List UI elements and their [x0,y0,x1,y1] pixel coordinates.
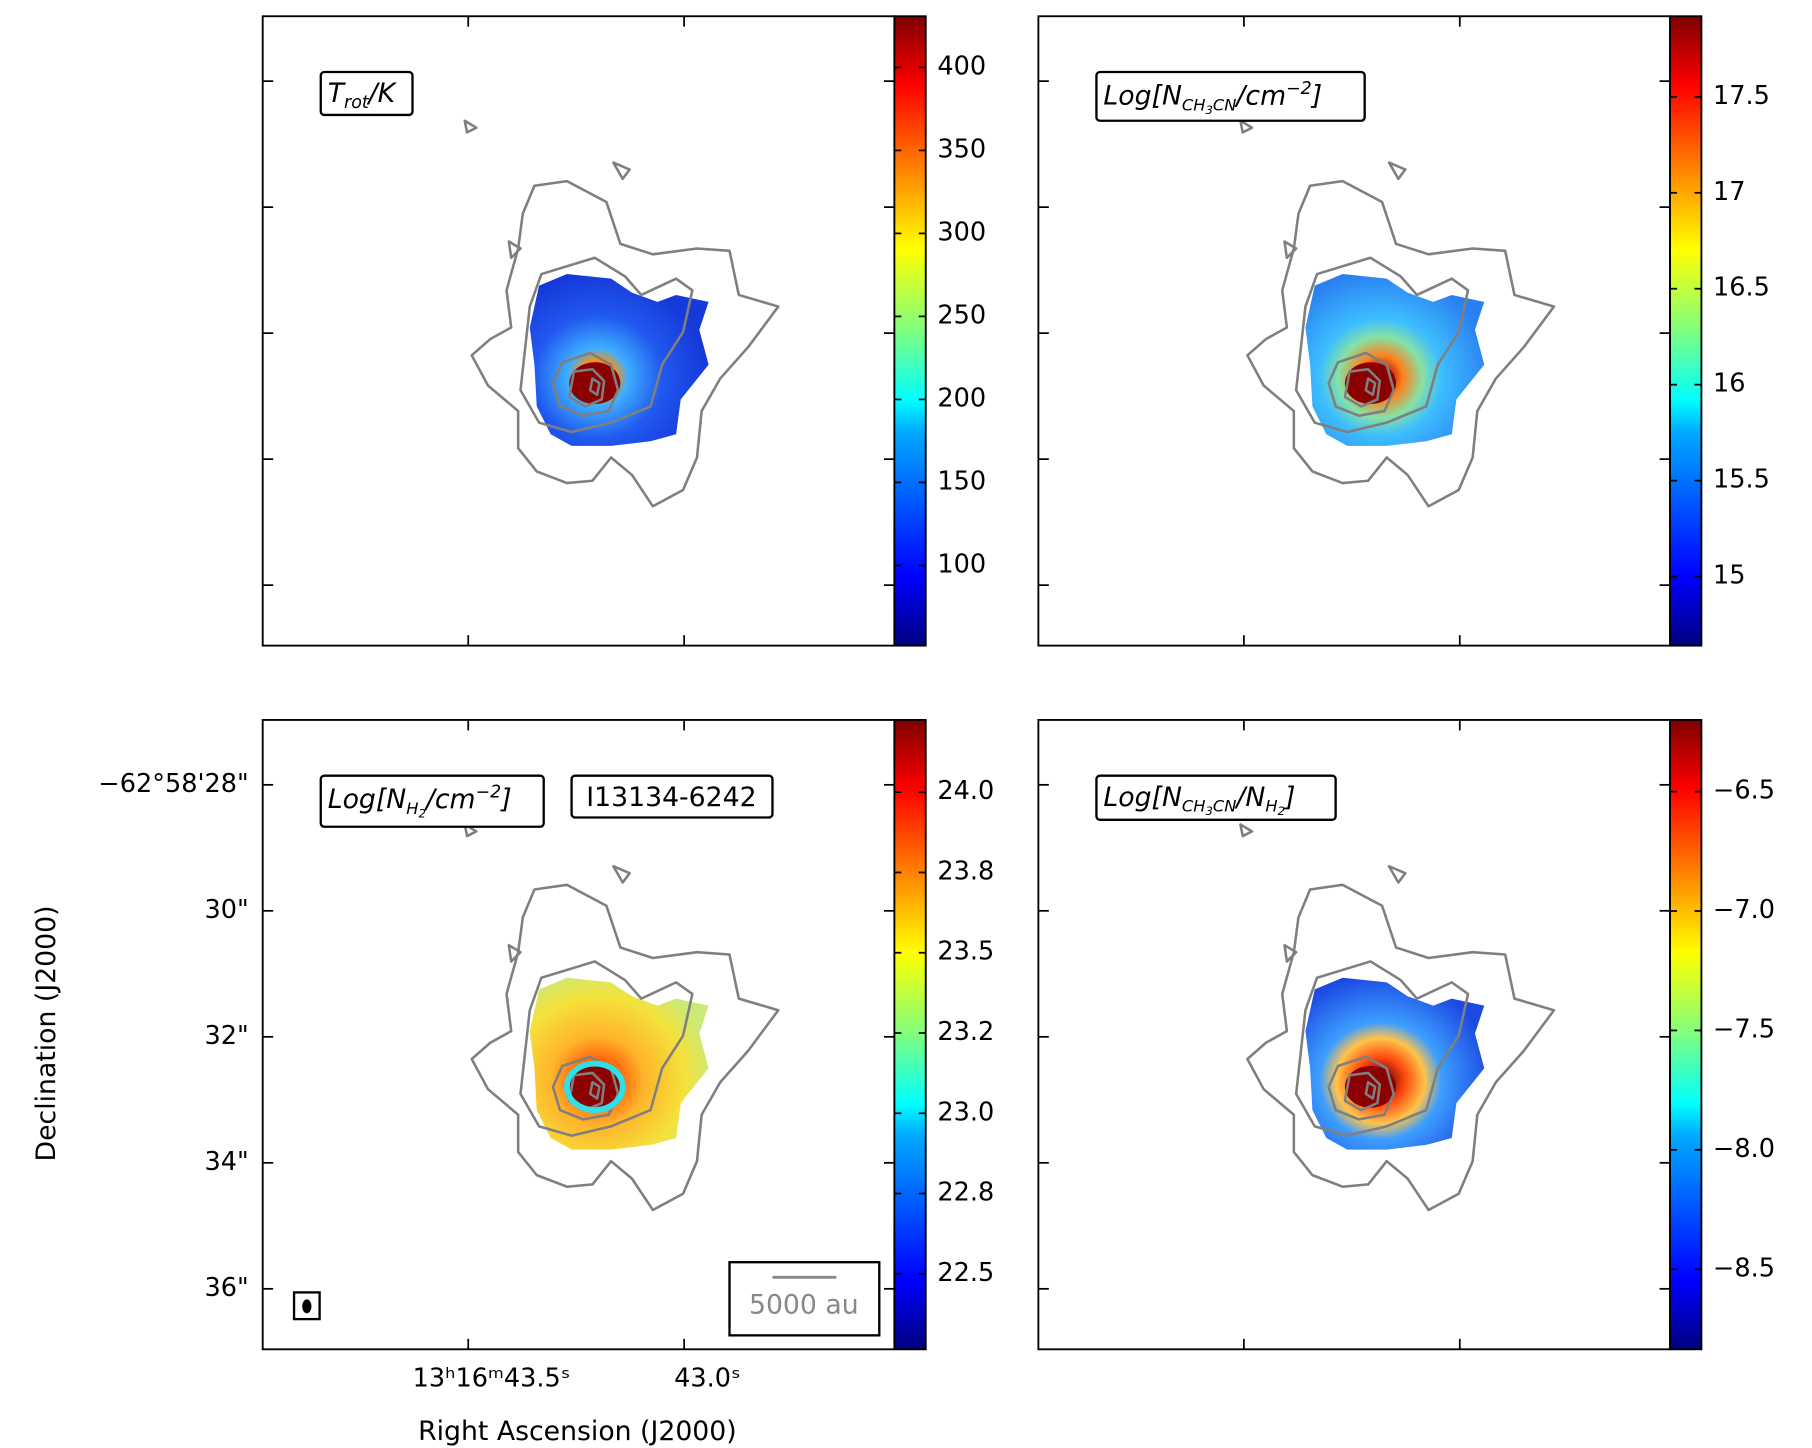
x-axis-label: Right Ascension (J2000) [418,1416,737,1447]
label-text: CN [1213,95,1237,114]
svg-text:Log[NCH3CN/cm−2]: Log[NCH3CN/cm−2] [1103,79,1322,117]
colorbar-tick-label: 17 [1713,177,1746,207]
y-tick-label: 34" [205,1147,249,1177]
colorbar: 100 150 200 250 300 350 400 [893,15,986,647]
source-name: I13134-6242 [586,782,756,813]
colorbar-tick-label: 17.5 [1713,81,1770,111]
panel-label: Trot/K [319,70,414,117]
label-text: −2 [476,783,502,803]
source-label: I13134-6242 [570,774,774,819]
colorbar-tick-label: 200 [937,383,986,413]
label-text: ] [1283,782,1295,813]
colorbar-gradient [1669,719,1703,1351]
colorbar: −8.5 −8.0 −7.5 −7.0 −6.5 [1669,719,1775,1351]
label-text: /K [367,78,398,109]
colorbar-tick-label: 23.0 [937,1097,994,1127]
panel: 15 15.5 16 16.5 17 17.5 [1037,15,1770,647]
panel-label: Log[NH2/cm−2] [319,774,545,828]
x-tick-label: 43.0ˢ [674,1363,740,1393]
panel: 100 150 200 250 300 350 400 [261,15,986,647]
label-text: CH [1182,797,1206,816]
colorbar-tick-label: −7.0 [1713,895,1775,925]
colorbar-gradient [1669,15,1703,647]
panel: 13ʰ16ᵐ43.5ˢ 43.0ˢ−62°58'28"30"32"34"36" 22… [98,719,994,1393]
x-tick-label: 13ʰ16ᵐ43.5ˢ [413,1363,571,1393]
label-text: H [406,799,418,818]
panel-label: Log[NCH3CN/NH2] [1095,774,1337,821]
colorbar: 15 15.5 16 16.5 17 17.5 [1669,15,1770,647]
colorbar-tick-label: 16 [1713,369,1746,399]
panel: −8.5 −8.0 −7.5 −7.0 −6.5 [1037,719,1775,1351]
y-tick-label: 32" [205,1021,249,1051]
svg-text:Log[NCH3CN/NH2]: Log[NCH3CN/NH2] [1103,782,1295,818]
colorbar-gradient [893,719,927,1351]
y-tick-label: 36" [205,1273,249,1303]
panel-label: Log[NCH3CN/cm−2] [1095,70,1366,122]
label-text: 3 [1205,804,1212,818]
heatmap-core [569,1065,621,1108]
colorbar-tick-label: 24.0 [937,776,994,806]
colorbar-tick-label: 15 [1713,561,1746,591]
label-text: CN [1213,797,1237,816]
colorbar-tick-label: −8.5 [1713,1253,1775,1283]
label-text: ] [499,784,511,815]
colorbar-tick-label: −8.0 [1713,1134,1775,1164]
label-text: ] [1310,81,1322,112]
label-text: Log[N [1103,782,1182,813]
beam [292,1291,321,1321]
label-text: Log[N [1103,81,1182,112]
label-text: 2 [1278,804,1285,818]
heatmap-core [569,362,621,405]
colorbar-tick-label: 22.8 [937,1178,994,1208]
colorbar-tick-label: 16.5 [1713,273,1770,303]
label-text: /N [1234,782,1265,813]
y-tick-label: −62°58'28" [98,769,248,799]
colorbar-tick-label: 250 [937,300,986,330]
svg-text:Log[NH2/cm−2]: Log[NH2/cm−2] [328,783,512,821]
heatmap-core [1344,362,1397,405]
label-text: H [1265,797,1277,816]
colorbar: 22.5 22.8 23.0 23.2 23.5 23.8 24.0 [893,719,994,1351]
colorbar-tick-label: 150 [937,466,986,496]
scale-bar-label: 5000 au [749,1289,859,1320]
colorbar-tick-label: 22.5 [937,1258,994,1288]
colorbar-tick-label: −7.5 [1713,1014,1775,1044]
svg-text:Trot/K: Trot/K [328,78,398,113]
colorbar-tick-label: 23.8 [937,856,994,886]
label-text: rot [344,93,370,113]
label-text: 3 [1205,103,1212,117]
colorbar-tick-label: 100 [937,549,986,579]
heatmap-core [1344,1065,1397,1108]
label-text: T [328,78,347,109]
label-text: /cm [1234,81,1286,112]
colorbar-gradient [893,15,927,647]
label-text: −2 [1286,79,1312,99]
colorbar-tick-label: 23.5 [937,937,994,967]
label-text: CH [1182,95,1206,114]
label-text: /cm [424,784,476,815]
y-axis-label: Declination (J2000) [31,905,62,1161]
colorbar-tick-label: 15.5 [1713,465,1770,495]
colorbar-tick-label: 400 [937,51,986,81]
colorbar-tick-label: 350 [937,134,986,164]
panels: 1001502002503003504001515.51616.51717.51… [98,15,1775,1393]
core-aperture [564,1060,626,1113]
label-text: 2 [418,806,425,820]
y-tick-label: 30" [205,895,249,925]
colorbar-tick-label: 300 [937,217,986,247]
colorbar-tick-label: −6.5 [1713,776,1775,806]
scale-bar: 5000 au [728,1261,881,1337]
label-text: Log[N [328,784,407,815]
colorbar-tick-label: 23.2 [937,1017,994,1047]
